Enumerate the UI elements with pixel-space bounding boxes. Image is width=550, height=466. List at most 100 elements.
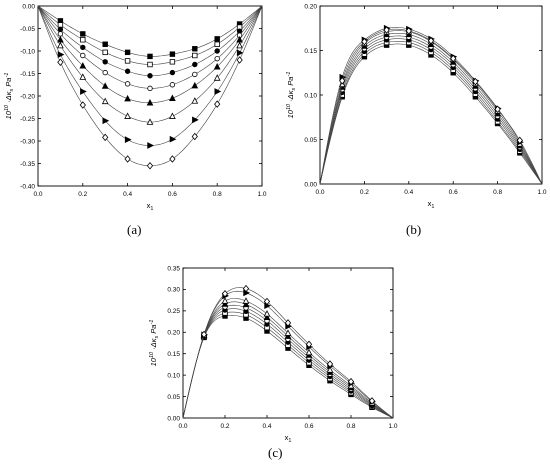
data-point-right-triangle-filled [214, 88, 222, 95]
data-point-triangle-filled [169, 94, 176, 101]
data-point-right-triangle-filled [102, 117, 110, 125]
data-point-diamond-open [146, 162, 154, 170]
data-point-triangle-open [236, 41, 243, 49]
data-point-circle-filled [57, 26, 64, 33]
chart-panel-b: 0.0 0.2 0.4 0.6 0.8 1.0 0.00 0.05 0.10 0.15 0.20 x1… [279, 0, 550, 228]
data-point-circle-open [124, 81, 131, 87]
data-point-triangle-filled [242, 300, 250, 308]
data-point-diamond-open [263, 297, 271, 306]
y-tick-label: 0.00 [167, 415, 180, 422]
x-tick-label: 0.6 [304, 423, 313, 430]
y-tick-label: 0.30 [167, 287, 180, 294]
data-point-right-triangle-filled [192, 116, 199, 124]
caption-c: (c) [268, 445, 283, 460]
data-point-square-filled [124, 49, 131, 56]
data-point-right-triangle-filled [147, 142, 154, 149]
chart-c-svg: 0.0 0.2 0.4 0.6 0.8 1.0 0.00 0.05 0.10 0.15 0.20 0.… [149, 265, 398, 444]
y-tick-label: 0.35 [167, 265, 180, 272]
data-point-square-filled [147, 53, 153, 60]
y-tick-label: -0.05 [20, 26, 35, 33]
y-tick-label: 0.10 [167, 372, 180, 379]
data-point-diamond-open [242, 284, 250, 293]
data-point-triangle-open [146, 118, 154, 125]
y-tick-label: 0.00 [22, 3, 35, 10]
data-point-circle-filled [102, 59, 108, 65]
data-point-triangle-filled [191, 81, 199, 89]
data-point-diamond-open [347, 377, 355, 386]
y-tick-label: 0.05 [167, 394, 180, 401]
caption-b: (b) [406, 222, 422, 237]
data-point-circle-filled [124, 68, 131, 74]
x-tick-label: 0.6 [168, 191, 177, 198]
data-point-circle-filled [214, 48, 220, 54]
data-point-triangle-filled [213, 62, 221, 70]
data-point-triangle-filled [221, 300, 229, 307]
caption-a: (a) [127, 222, 142, 237]
data-point-square-open [192, 52, 198, 59]
data-point-circle-filled [169, 69, 176, 76]
data-point-diamond-open [427, 36, 435, 45]
data-point-diamond-open [339, 77, 346, 85]
data-point-circle-open [169, 82, 176, 88]
data-point-diamond-open [326, 360, 334, 368]
data-point-triangle-open [305, 348, 313, 356]
y-tick-label: -0.10 [20, 48, 35, 55]
fit-curve-7 [182, 290, 394, 419]
x-tick-label: 0.8 [213, 191, 222, 198]
fit-curve-1 [319, 43, 543, 185]
data-point-triangle-open [191, 97, 199, 104]
data-point-right-triangle-filled [169, 135, 177, 143]
y-axis-label: 1010 ·Δκs Pa-1 [4, 73, 15, 120]
data-point-diamond-open [472, 77, 479, 86]
data-point-square-open [102, 49, 108, 56]
data-point-circle-open [57, 31, 64, 37]
data-point-diamond-open [169, 155, 176, 163]
y-tick-label: 0.25 [167, 308, 180, 315]
x-tick-label: 0.8 [346, 423, 355, 430]
x-tick-label: 0.4 [404, 189, 413, 196]
x-tick-label: 0.2 [360, 189, 369, 196]
data-point-right-triangle-filled [80, 88, 87, 95]
data-point-circle-open [102, 69, 108, 76]
data-point-diamond-open [191, 132, 198, 141]
chart-a-svg: 0.0 0.2 0.4 0.6 0.8 1.0 0.00 -0.05 -0.10 -0.15 -0.… [4, 3, 267, 212]
data-point-triangle-open [169, 112, 176, 119]
data-point-triangle-filled [124, 94, 131, 102]
x-tick-label: 1.0 [388, 423, 397, 430]
plot-frame [319, 5, 543, 185]
data-point-square-open [80, 37, 86, 43]
chart-panel-a: 0.0 0.2 0.4 0.6 0.8 1.0 0.00 -0.05 -0.10 -0.15 -0.… [0, 0, 270, 228]
data-point-diamond-open [305, 340, 313, 349]
y-tick-label: 0.20 [167, 330, 180, 337]
data-point-right-triangle-filled [124, 136, 132, 143]
data-point-diamond-open [124, 155, 131, 163]
data-point-circle-filled [147, 73, 153, 79]
y-tick-label: -0.15 [20, 71, 35, 78]
data-point-diamond-open [405, 27, 412, 35]
data-point-diamond-open [368, 397, 376, 405]
x-tick-label: 0.2 [78, 191, 87, 198]
data-point-triangle-open [242, 297, 250, 304]
data-point-triangle-open [284, 329, 292, 336]
data-point-triangle-filled [146, 98, 154, 106]
data-point-circle-open [214, 55, 220, 62]
data-point-triangle-open [263, 310, 271, 317]
data-point-square-open [124, 58, 131, 64]
x-tick-label: 0.6 [449, 189, 458, 196]
data-point-triangle-filled [79, 62, 87, 69]
data-point-square-open [214, 41, 220, 47]
y-axis-label: 1010 ·Δκs Pa-1 [149, 320, 160, 367]
data-point-circle-open [147, 85, 153, 92]
plot-frame [182, 267, 394, 419]
x-tick-label: 0.0 [33, 191, 42, 198]
data-point-diamond-open [450, 54, 457, 63]
data-point-triangle-filled [284, 332, 292, 339]
data-point-circle-open [192, 71, 198, 78]
data-point-square-filled [169, 51, 176, 57]
y-tick-label: 0.20 [304, 3, 317, 10]
data-point-right-triangle-filled [236, 49, 244, 57]
y-tick-label: -0.25 [20, 116, 35, 123]
data-point-triangle-open [79, 73, 87, 80]
data-point-diamond-open [102, 133, 109, 142]
y-axis-label: 1010 ·Δκs Pa-1 [286, 72, 297, 119]
